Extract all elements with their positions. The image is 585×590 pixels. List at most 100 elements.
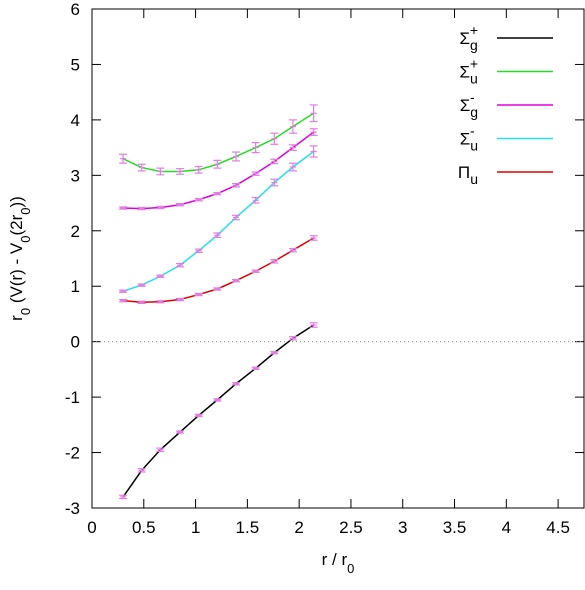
x-axis-label-part: 0 — [347, 561, 354, 576]
x-tick-label: 2.5 — [339, 518, 363, 537]
legend-name: Σ — [460, 130, 471, 149]
data-point — [119, 494, 128, 500]
series-line — [122, 112, 315, 173]
data-point — [156, 300, 165, 304]
data-point — [288, 247, 297, 253]
data-point — [176, 203, 185, 207]
data-point — [176, 297, 185, 302]
legend-name: Σ — [460, 29, 471, 48]
data-point — [309, 145, 318, 158]
y-tick-label: -1 — [65, 388, 80, 407]
data-point — [213, 159, 222, 169]
y-axis-label-part: )) — [7, 196, 26, 207]
data-point — [119, 206, 128, 210]
data-point — [270, 132, 279, 145]
legend-name: Π — [458, 163, 470, 182]
legend-sub: g — [470, 104, 478, 120]
series-line — [123, 237, 315, 304]
data-point — [251, 269, 260, 273]
data-point — [137, 283, 146, 287]
x-tick-label: 3 — [398, 518, 407, 537]
data-point — [251, 366, 260, 370]
data-point — [194, 165, 203, 174]
legend-name: Σ — [460, 96, 471, 115]
data-point — [309, 235, 318, 241]
data-point — [288, 162, 297, 172]
legend-sub: g — [470, 37, 478, 53]
data-point — [270, 178, 279, 187]
y-axis-label-part: (V(r) - V — [7, 242, 26, 308]
data-point — [156, 447, 165, 453]
x-tick-label: 0.5 — [132, 518, 156, 537]
x-tick-label: 0 — [87, 518, 96, 537]
y-axis-label-part: 0 — [18, 308, 33, 315]
y-tick-label: 1 — [71, 277, 80, 296]
x-tick-label: 1.5 — [236, 518, 260, 537]
y-axis-label-part: 0 — [18, 236, 33, 243]
legend-sup: + — [470, 22, 478, 38]
data-point — [309, 104, 318, 123]
data-point — [231, 382, 240, 386]
legend-label: Σu- — [460, 123, 478, 154]
data-point — [176, 430, 185, 434]
legend-name: Σ — [460, 63, 471, 82]
data-point — [119, 153, 128, 164]
legend-sub: u — [470, 138, 478, 154]
y-tick-label: 0 — [71, 333, 80, 352]
y-tick-label: 3 — [71, 166, 80, 185]
data-point — [119, 289, 128, 293]
data-point — [213, 398, 222, 402]
legend-sup: - — [470, 89, 475, 105]
data-point — [176, 262, 185, 268]
data-point — [231, 278, 240, 283]
data-point — [156, 205, 165, 210]
plot-frame — [91, 8, 585, 509]
data-point — [288, 144, 297, 151]
data-point — [194, 248, 203, 254]
data-point — [137, 163, 146, 172]
data-point — [213, 287, 222, 291]
y-axis-label-part: r — [7, 315, 26, 321]
y-tick-label: -2 — [65, 444, 80, 463]
data-point — [270, 259, 279, 264]
legend-label: Σg- — [460, 89, 478, 120]
x-tick-label: 4 — [502, 518, 511, 537]
y-tick-label: 6 — [71, 0, 80, 19]
data-point — [288, 336, 297, 341]
y-axis-label-part: 0 — [18, 208, 33, 215]
data-point — [309, 322, 318, 328]
x-tick-label: 1 — [191, 518, 200, 537]
x-tick-label: 3.5 — [443, 518, 467, 537]
legend-sup: - — [470, 123, 475, 139]
data-point — [137, 206, 146, 211]
series-line — [122, 150, 315, 292]
data-point — [231, 214, 240, 221]
data-point — [137, 468, 146, 473]
legend-label: Πu — [458, 163, 478, 187]
data-point — [251, 142, 260, 154]
data-point — [194, 198, 203, 202]
data-point — [213, 191, 222, 196]
y-tick-label: 4 — [71, 111, 80, 130]
x-axis-label-part: r / r — [322, 550, 348, 569]
data-point — [194, 292, 203, 297]
legend-sub: u — [470, 71, 478, 87]
x-tick-label: 2 — [294, 518, 303, 537]
data-point — [176, 168, 185, 175]
legend-sup: + — [470, 56, 478, 72]
legend-label: Σu+ — [460, 56, 479, 87]
data-point — [156, 167, 165, 176]
data-point — [251, 171, 260, 176]
data-point — [137, 300, 146, 305]
data-point — [119, 298, 128, 303]
x-tick-label: 4.5 — [546, 518, 570, 537]
data-point — [194, 413, 203, 418]
y-axis-label: r0 (V(r) - V0(2r0)) — [7, 196, 33, 321]
series-line — [122, 324, 315, 498]
y-tick-label: -3 — [65, 499, 80, 518]
legend-sub: u — [470, 171, 478, 187]
data-point — [270, 158, 279, 165]
data-point — [288, 119, 297, 134]
y-tick-label: 2 — [71, 222, 80, 241]
